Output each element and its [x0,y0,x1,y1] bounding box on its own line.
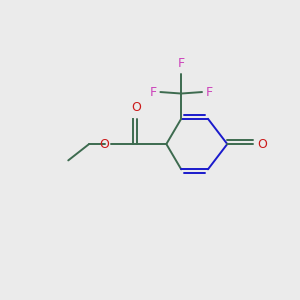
Text: F: F [206,85,213,98]
Text: O: O [257,138,267,151]
Text: F: F [178,57,185,70]
Text: O: O [132,101,142,114]
Text: O: O [99,138,109,151]
Text: F: F [150,85,157,98]
